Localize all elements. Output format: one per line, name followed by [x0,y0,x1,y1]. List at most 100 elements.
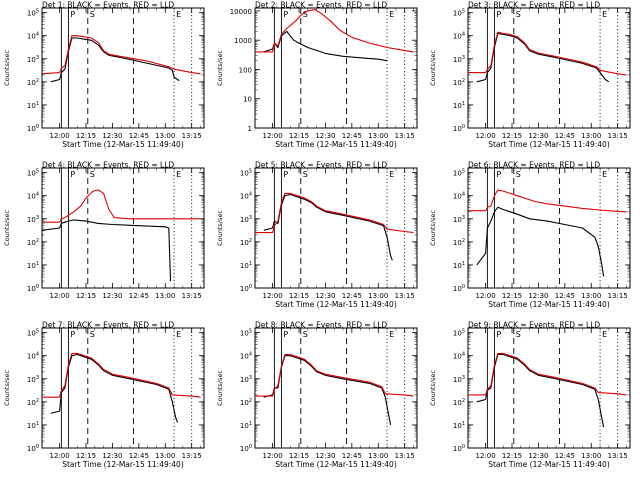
x-tick-label: 13:00 [368,452,388,460]
series-events [42,219,172,282]
x-tick-label: 12:15 [289,452,309,460]
marker-label-P: P [70,330,75,339]
marker-label-P: P [70,170,75,179]
series-lld [468,31,627,76]
x-tick-label: 13:15 [395,132,415,140]
x-tick-label: 12:45 [555,292,575,300]
series-events [263,355,392,426]
x-tick-label: 13:00 [581,292,601,300]
x-tick-label: 12:15 [502,132,522,140]
x-tick-label: 13:15 [608,132,628,140]
marker-label-E: E [389,10,394,19]
series-group [468,352,627,428]
y-axis-label: Counts/sec [429,370,437,406]
y-tick-label: 104 [453,352,465,361]
y-tick-label: 101 [240,421,252,430]
series-lld [468,352,627,396]
y-tick-label: 102 [453,398,465,407]
x-tick-label: 13:00 [368,292,388,300]
y-tick-label: 103 [240,375,252,384]
y-axis-label: Counts/sec [216,210,224,246]
marker-label-S: S [303,170,308,179]
y-tick-label: 101 [453,101,465,110]
detector-panel-5: 100 101 102 103 104 105 12:00 12:15 12:30 12:45 13… [216,161,418,309]
marker-label-E: E [176,330,181,339]
x-tick-label: 12:30 [315,452,335,460]
series-group [468,189,627,277]
x-tick-label: 12:30 [102,292,122,300]
y-tick-label: 104 [240,192,252,201]
x-tick-label: 12:45 [555,452,575,460]
y-tick-label: 104 [27,32,39,41]
marker-label-P: P [70,10,75,19]
y-tick-label: 100 [240,284,252,293]
y-tick-label: 104 [27,352,39,361]
series-lld [255,353,414,397]
y-tick-label: 103 [453,375,465,384]
x-tick-label: 12:00 [476,452,496,460]
detector-panel-7: 100 101 102 103 104 105 12:00 12:15 12:30 12:45 13… [3,321,205,469]
x-tick-label: 12:15 [76,452,96,460]
x-tick-label: 13:15 [608,452,628,460]
x-axis-label: Start Time (12-Mar-15 11:49:40) [62,140,184,149]
x-tick-label: 13:00 [155,452,175,460]
panel-title: Det 1: BLACK = Events, RED = LLD [42,1,174,10]
plot-frame [41,7,205,129]
x-tick-label: 13:15 [395,452,415,460]
x-tick-label: 12:15 [289,292,309,300]
series-lld [468,189,627,213]
x-tick-label: 12:45 [129,132,149,140]
y-tick-label: 103 [453,215,465,224]
x-tick-label: 12:45 [342,452,362,460]
plot-frame [254,7,418,129]
series-group [255,192,414,261]
x-axis-label: Start Time (12-Mar-15 11:49:40) [62,460,184,469]
y-tick-label: 100 [27,444,39,453]
x-tick-label: 13:00 [155,132,175,140]
y-tick-label: 104 [27,192,39,201]
x-axis-label: Start Time (12-Mar-15 11:49:40) [275,460,397,469]
y-tick-label: 10000 [230,8,252,16]
x-tick-label: 12:15 [502,452,522,460]
y-tick-label: 105 [453,169,465,178]
y-tick-label: 105 [453,9,465,18]
series-lld [42,35,201,75]
y-tick-label: 103 [453,55,465,64]
x-tick-label: 12:30 [528,132,548,140]
y-tick-label: 105 [453,329,465,338]
detector-panel-9: 100 101 102 103 104 105 12:00 12:15 12:30 12:45 13… [429,321,631,469]
series-group [255,8,414,62]
y-tick-label: 100 [27,284,39,293]
y-tick-label: 104 [453,32,465,41]
y-tick-label: 102 [453,78,465,87]
series-events [263,30,388,62]
series-events [476,32,610,83]
y-axis-label: Counts/sec [216,50,224,86]
x-tick-label: 12:30 [528,452,548,460]
panel-title: Det 9: BLACK = Events, RED = LLD [468,321,600,330]
x-tick-label: 12:15 [76,292,96,300]
y-tick-label: 100 [453,284,465,293]
marker-label-S: S [516,10,521,19]
panel-title: Det 8: BLACK = Events, RED = LLD [255,321,387,330]
marker-label-E: E [602,330,607,339]
y-tick-label: 105 [27,329,39,338]
y-tick-label: 1000 [234,37,252,45]
y-tick-label: 104 [240,352,252,361]
x-tick-label: 12:15 [289,132,309,140]
y-tick-label: 101 [27,101,39,110]
marker-label-S: S [90,10,95,19]
panel-title: Det 7: BLACK = Events, RED = LLD [42,321,174,330]
x-tick-label: 12:30 [528,292,548,300]
x-tick-label: 13:15 [182,452,202,460]
plot-frame [467,7,631,129]
marker-label-P: P [496,10,501,19]
y-tick-label: 102 [27,238,39,247]
series-lld [255,192,414,234]
y-tick-label: 101 [453,421,465,430]
series-lld [42,352,201,398]
y-axis-label: Counts/sec [429,210,437,246]
marker-label-E: E [602,10,607,19]
x-tick-label: 13:00 [581,452,601,460]
